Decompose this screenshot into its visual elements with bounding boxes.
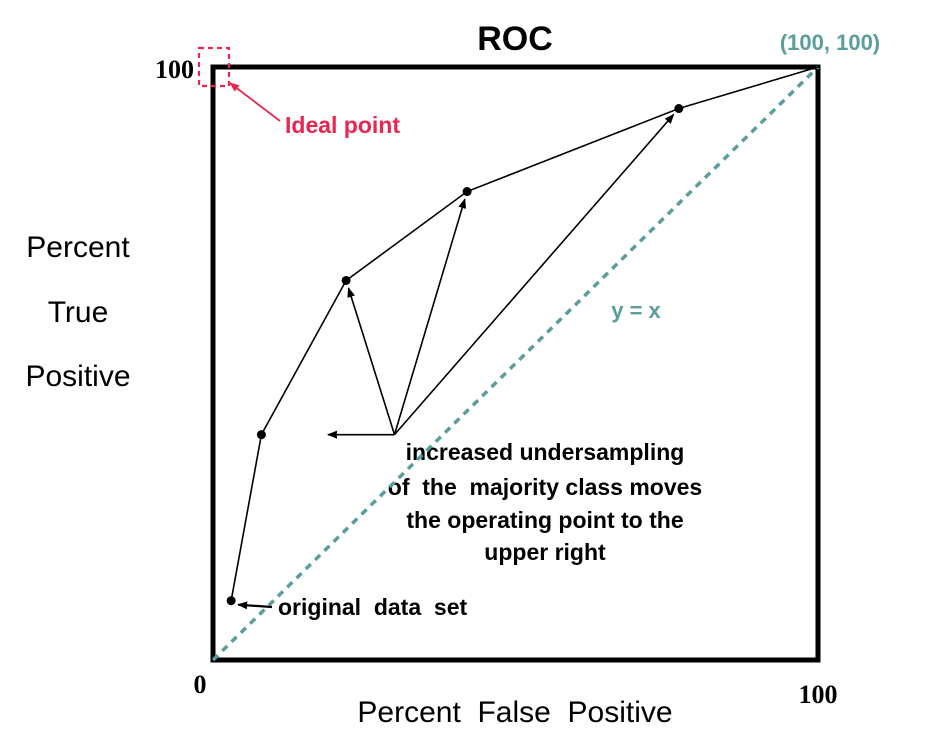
roc-point-4 (462, 187, 472, 197)
undersampling-arrow-3 (393, 198, 467, 435)
undersampling-arrow-4 (393, 113, 675, 436)
y-tick-100: 100 (155, 55, 194, 84)
original-data-label: original data set (278, 594, 467, 620)
annotation-line-4: upper right (484, 539, 606, 565)
reference-line-label: y = x (611, 298, 661, 323)
annotation-line-1: increased undersampling (406, 439, 685, 465)
x-tick-0: 0 (194, 670, 207, 699)
undersampling-arrow-2 (347, 287, 396, 435)
y-axis-label-line-1: Percent (26, 231, 130, 264)
roc-point-2 (256, 430, 266, 440)
end-point-label: (100, 100) (780, 30, 880, 55)
ideal-point-arrow (229, 82, 281, 122)
roc-point-3 (341, 275, 351, 285)
plot-frame (210, 64, 821, 663)
ideal-point-marker (197, 46, 231, 88)
roc-curve-line (230, 66, 819, 601)
original-data-arrow (237, 601, 273, 610)
ideal-point-label: Ideal point (285, 112, 400, 138)
reference-line (211, 65, 820, 662)
roc-point-1 (226, 596, 236, 606)
x-tick-100: 100 (799, 680, 838, 709)
y-axis-label-line-2: True (48, 296, 109, 329)
roc-point-5 (674, 104, 684, 114)
annotation-line-3: the operating point to the (406, 507, 683, 533)
chart-marks (197, 46, 821, 663)
y-axis-label-line-3: Positive (25, 360, 130, 393)
chart-title: ROC (477, 20, 553, 58)
annotation-line-2: of the majority class moves (388, 474, 702, 500)
x-axis-label: Percent False Positive (357, 696, 672, 729)
